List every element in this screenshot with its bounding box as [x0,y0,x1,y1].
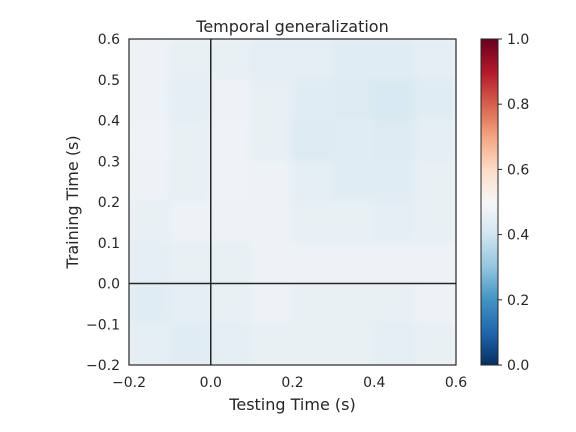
heatmap-cell [129,78,171,122]
heatmap-cell [129,119,171,163]
heatmap-cell [414,241,456,285]
heatmap-cell [373,78,417,122]
heatmap-cell [332,282,376,326]
y-tick-label: 0.6 [98,32,120,48]
heatmap-cell [250,119,294,163]
heatmap-cell [332,78,376,122]
heatmap-cell [373,160,417,203]
heatmap-cell [209,282,253,326]
heatmap-cell [250,282,294,326]
chart-title: Temporal generalization [195,17,388,36]
heatmap-cell [209,78,253,122]
colorbar [481,39,498,365]
heatmap-cell [332,160,376,203]
heatmap-cell [414,201,456,244]
heatmap-cell [373,241,417,285]
heatmap-cell [129,39,171,81]
heatmap-cell [168,39,212,81]
heatmap-cell [129,241,171,285]
y-tick-label: 0.4 [98,114,120,130]
x-tick-label: 0.2 [281,375,303,391]
heatmap-cell [250,78,294,122]
colorbar-tick-label: 1.0 [507,32,529,48]
heatmap-cell [168,282,212,326]
x-tick-label: 0.6 [445,375,467,391]
y-axis-label: Training Time (s) [63,135,82,269]
colorbar-tick-label: 0.4 [507,228,529,244]
x-tick-labels: −0.2 0.0 0.2 0.4 0.6 [112,375,467,391]
x-tick-label: −0.2 [112,375,146,391]
colorbar-tick-label: 0.8 [507,97,529,113]
heatmap-cell [332,39,376,81]
heatmap-cell [168,323,212,365]
y-tick-label: 0.0 [98,277,120,293]
heatmap-cell [332,201,376,244]
heatmap-cell [209,119,253,163]
y-tick-label: −0.2 [86,358,120,374]
heatmap-cell [414,323,456,365]
heatmap [129,39,456,365]
x-tick-label: 0.4 [363,375,385,391]
heatmap-cell [291,201,335,244]
heatmap-cell [168,119,212,163]
heatmap-cell [291,160,335,203]
x-axis-label: Testing Time (s) [228,395,355,414]
heatmap-cell [414,78,456,122]
y-tick-label: 0.3 [98,154,120,170]
heatmap-cell [373,323,417,365]
heatmap-cell [373,119,417,163]
colorbar-tick-labels: 0.0 0.2 0.4 0.6 0.8 1.0 [498,32,529,374]
heatmap-cell [373,282,417,326]
heatmap-cell [168,201,212,244]
heatmap-cell [414,282,456,326]
heatmap-cell [129,282,171,326]
y-tick-label: −0.1 [86,317,120,333]
heatmap-cell [291,39,335,81]
heatmap-cell [291,282,335,326]
y-tick-label: 0.1 [98,236,120,252]
heatmap-cell [129,323,171,365]
heatmap-cell [209,323,253,365]
heatmap-cell [332,119,376,163]
colorbar-tick-label: 0.6 [507,162,529,178]
plot-frame [128,38,457,366]
heatmap-cell [209,160,253,203]
y-tick-labels: −0.2 −0.1 0.0 0.1 0.2 0.3 0.4 0.5 0.6 [86,32,120,374]
y-tick-label: 0.2 [98,195,120,211]
heatmap-cell [414,119,456,163]
heatmap-cell [414,39,456,81]
heatmap-cell [250,160,294,203]
heatmap-cell [250,201,294,244]
colorbar-frame [480,38,499,366]
heatmap-cell [291,78,335,122]
heatmap-cell [373,201,417,244]
heatmap-cell [209,39,253,81]
heatmap-cell [332,241,376,285]
heatmap-cell [332,323,376,365]
colorbar-tick-label: 0.0 [507,358,529,374]
heatmap-cell [250,39,294,81]
heatmap-cell [129,201,171,244]
heatmap-cell [291,241,335,285]
heatmap-cell [291,119,335,163]
heatmap-cell [129,160,171,203]
heatmap-cell [291,323,335,365]
heatmap-cell [250,323,294,365]
heatmap-cell [209,201,253,244]
heatmap-cell [250,241,294,285]
heatmap-cells [129,39,456,365]
heatmap-cell [168,241,212,285]
heatmap-cell [414,160,456,203]
colorbar-tick-label: 0.2 [507,293,529,309]
heatmap-cell [168,160,212,203]
y-tick-label: 0.5 [98,73,120,89]
heatmap-cell [209,241,253,285]
heatmap-cell [373,39,417,81]
heatmap-cell [168,78,212,122]
x-tick-label: 0.0 [200,375,222,391]
